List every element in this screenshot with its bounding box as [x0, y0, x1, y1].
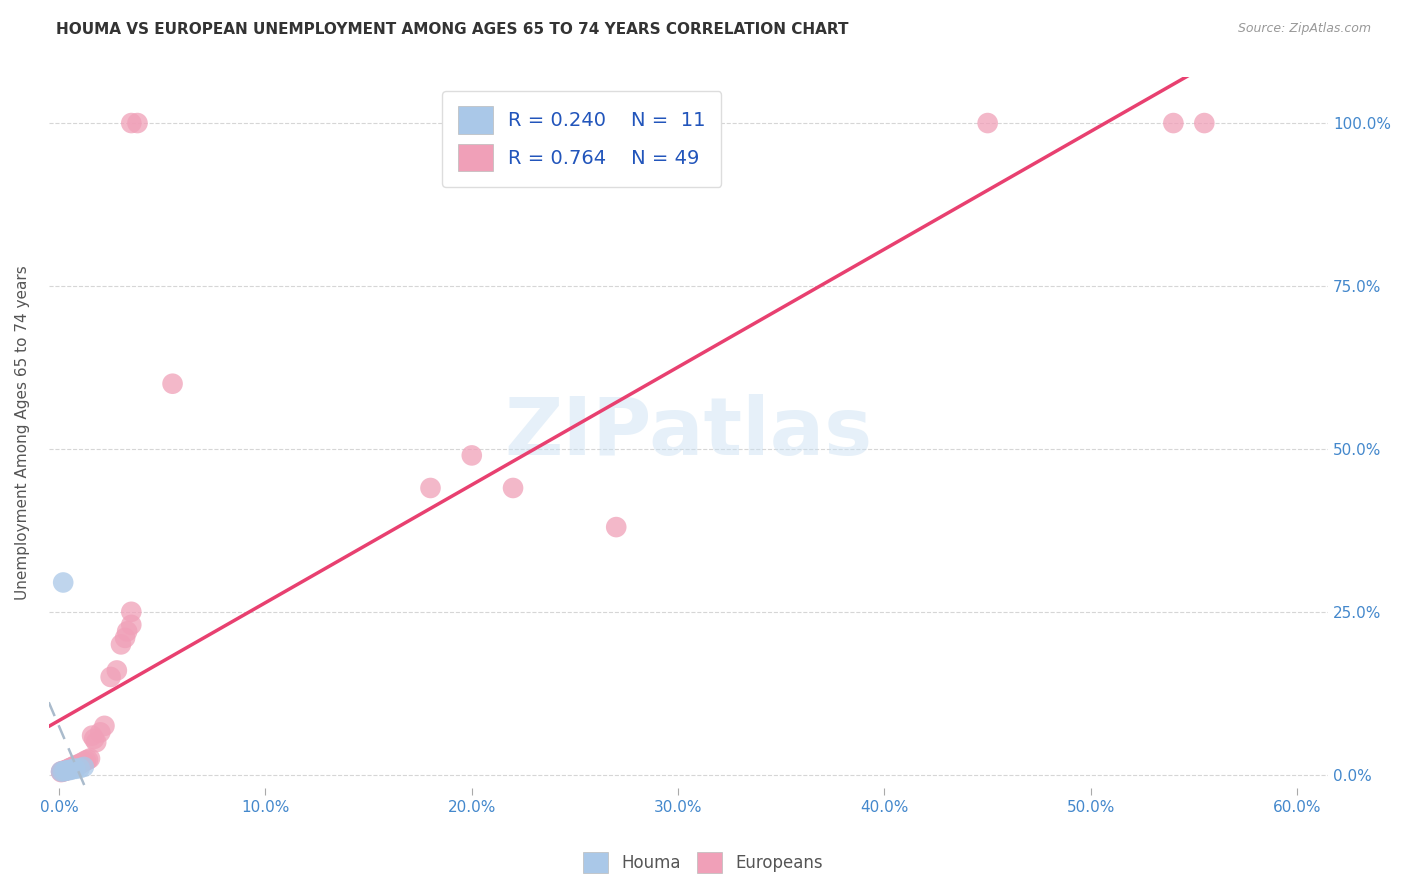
Point: [105, 664, 128, 678]
Point: [419, 481, 441, 495]
Point: [127, 116, 149, 130]
Point: [69, 757, 91, 772]
Point: [502, 481, 524, 495]
Point: [976, 116, 998, 130]
Point: [1194, 116, 1216, 130]
Point: [53, 764, 76, 778]
Point: [120, 617, 142, 632]
Point: [65, 762, 87, 776]
Point: [65, 758, 87, 772]
Point: [49, 764, 72, 779]
Point: [1163, 116, 1185, 130]
Point: [89, 725, 111, 739]
Point: [70, 756, 93, 770]
Text: HOUMA VS EUROPEAN UNEMPLOYMENT AMONG AGES 65 TO 74 YEARS CORRELATION CHART: HOUMA VS EUROPEAN UNEMPLOYMENT AMONG AGE…: [56, 22, 849, 37]
Point: [69, 756, 91, 771]
Point: [56, 763, 79, 777]
Point: [60, 760, 83, 774]
Point: [60, 763, 83, 777]
Point: [52, 764, 75, 779]
Point: [115, 624, 138, 639]
Point: [62, 759, 84, 773]
Point: [110, 637, 132, 651]
Point: [56, 763, 79, 777]
Point: [461, 449, 484, 463]
Point: [120, 605, 142, 619]
Point: [49, 765, 72, 780]
Point: [83, 731, 105, 746]
Point: [84, 735, 107, 749]
Point: [65, 759, 87, 773]
Point: [58, 762, 80, 776]
Point: [62, 760, 84, 774]
Point: [60, 761, 83, 775]
Point: [53, 764, 76, 778]
Text: ZIPatlas: ZIPatlas: [505, 393, 873, 472]
Point: [53, 763, 76, 777]
Point: [80, 729, 103, 743]
Point: [69, 761, 91, 775]
Point: [73, 755, 96, 769]
Point: [75, 753, 97, 767]
Point: [120, 116, 142, 130]
Point: [77, 753, 100, 767]
Point: [52, 764, 75, 779]
Point: [56, 763, 79, 777]
Point: [73, 760, 96, 774]
Point: [49, 764, 72, 779]
Point: [58, 763, 80, 777]
Text: Source: ZipAtlas.com: Source: ZipAtlas.com: [1237, 22, 1371, 36]
Point: [58, 763, 80, 777]
Legend: R = 0.240    N =  11, R = 0.764    N = 49: R = 0.240 N = 11, R = 0.764 N = 49: [443, 91, 721, 186]
Y-axis label: Unemployment Among Ages 65 to 74 years: Unemployment Among Ages 65 to 74 years: [15, 265, 30, 600]
Point: [93, 719, 115, 733]
Point: [114, 631, 136, 645]
Legend: Houma, Europeans: Houma, Europeans: [576, 846, 830, 880]
Point: [162, 376, 184, 391]
Point: [66, 758, 89, 772]
Point: [100, 670, 122, 684]
Point: [58, 761, 80, 775]
Point: [52, 575, 75, 590]
Point: [605, 520, 627, 534]
Point: [79, 751, 101, 765]
Point: [52, 764, 75, 778]
Point: [62, 762, 84, 776]
